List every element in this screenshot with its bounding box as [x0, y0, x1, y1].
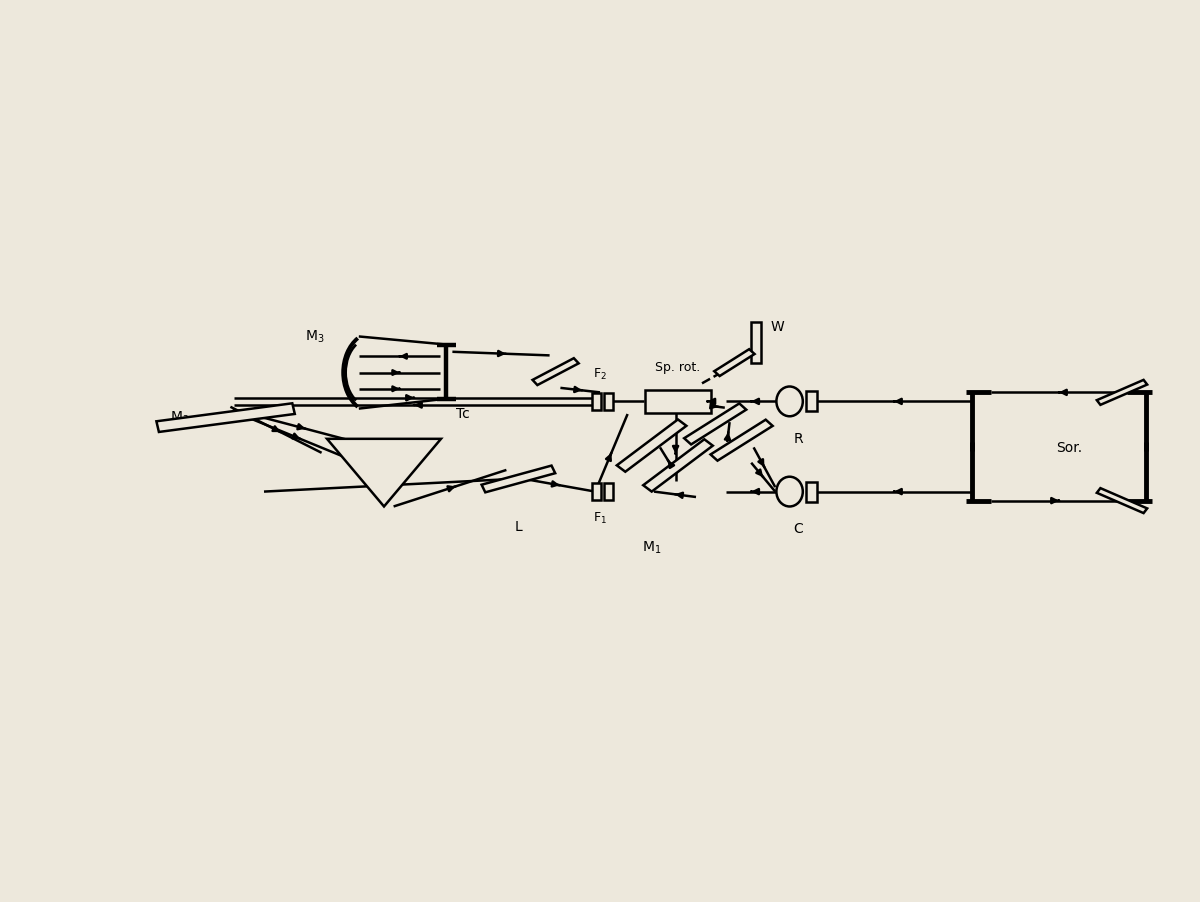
Bar: [806, 391, 817, 411]
Bar: [751, 322, 761, 363]
Polygon shape: [617, 419, 686, 472]
Ellipse shape: [776, 386, 803, 416]
Polygon shape: [481, 465, 556, 492]
Text: W: W: [770, 320, 784, 335]
Text: C: C: [793, 522, 803, 537]
Text: F$_1$: F$_1$: [593, 511, 607, 526]
Bar: [593, 393, 601, 410]
Polygon shape: [1097, 380, 1147, 405]
Polygon shape: [714, 349, 755, 376]
Text: Sp. rot.: Sp. rot.: [655, 361, 701, 373]
Polygon shape: [710, 419, 773, 461]
Text: F$_2$: F$_2$: [593, 367, 607, 382]
Polygon shape: [533, 358, 578, 385]
Text: M$_2$: M$_2$: [170, 410, 190, 426]
Text: L: L: [515, 520, 522, 534]
Polygon shape: [684, 403, 746, 445]
Text: M$_1$: M$_1$: [642, 539, 661, 556]
Text: M$_3$: M$_3$: [305, 328, 324, 345]
Bar: [605, 483, 613, 500]
Bar: [605, 393, 613, 410]
Polygon shape: [1097, 488, 1147, 513]
Text: Sor.: Sor.: [1056, 441, 1082, 456]
Bar: [806, 482, 817, 502]
Bar: [646, 390, 710, 412]
Ellipse shape: [776, 476, 803, 506]
Text: Pr.: Pr.: [377, 459, 391, 472]
Polygon shape: [643, 439, 713, 492]
Bar: [593, 483, 601, 500]
Polygon shape: [156, 403, 295, 432]
Text: R: R: [793, 432, 803, 446]
Text: Tc: Tc: [456, 407, 469, 421]
Polygon shape: [326, 439, 442, 507]
